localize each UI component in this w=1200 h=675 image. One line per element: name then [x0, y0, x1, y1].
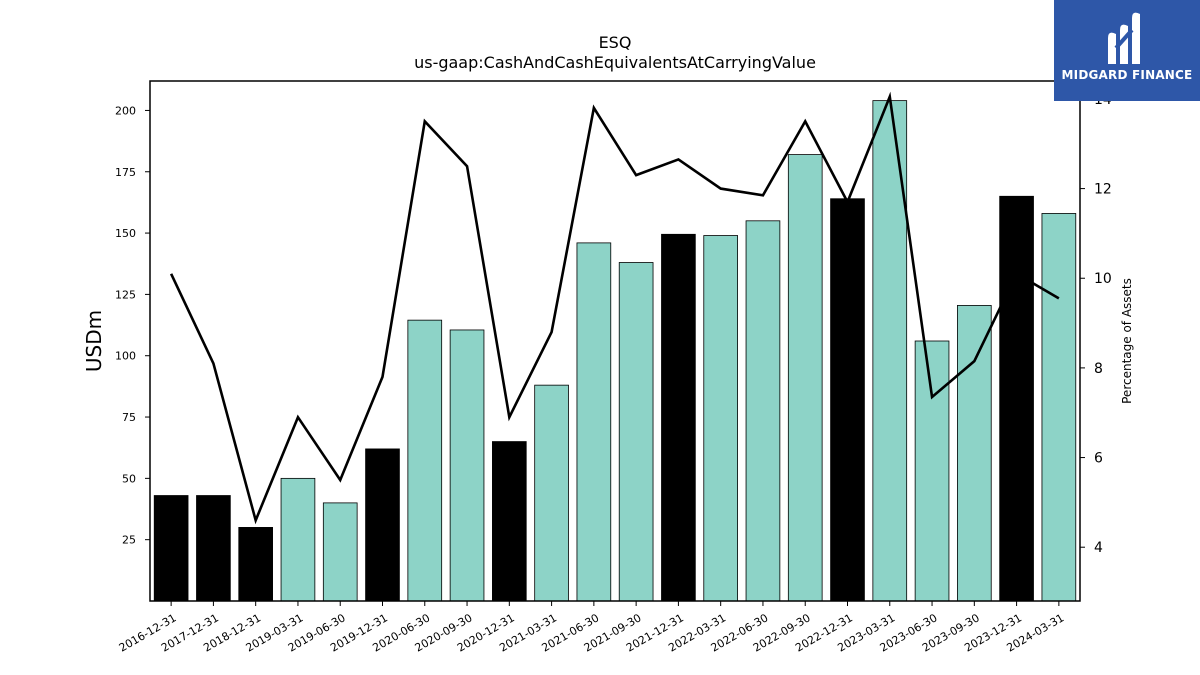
- bar-2019-12-31: [365, 448, 400, 602]
- y-axis-label: USDm: [82, 310, 106, 372]
- bar-2023-06-30: [914, 340, 950, 602]
- plot-frame: [149, 80, 1081, 602]
- bar-2020-06-30: [407, 319, 443, 602]
- bar-2018-12-31: [238, 527, 273, 602]
- y-tick-label: 150: [115, 227, 136, 240]
- bar-2021-12-31: [661, 233, 696, 602]
- bar-2021-06-30: [576, 242, 612, 602]
- y2-tick-label: 6: [1094, 451, 1103, 467]
- y2-tick-label: 10: [1094, 271, 1112, 287]
- y-tick-label: 200: [115, 104, 136, 117]
- bar-2019-03-31: [280, 477, 316, 602]
- bar-2019-06-30: [322, 502, 358, 602]
- bar-2021-03-31: [534, 384, 569, 602]
- midgard-finance-logo: MIDGARD FINANCE: [1054, 0, 1200, 101]
- chart-subtitle: us-gaap:CashAndCashEquivalentsAtCarrying…: [414, 53, 816, 72]
- percentage-line: [169, 91, 1060, 525]
- y-tick-label: 125: [115, 288, 136, 301]
- bar-2022-03-31: [703, 235, 738, 602]
- bar-2024-03-31: [1041, 213, 1077, 602]
- bar-2023-09-30: [957, 305, 992, 602]
- bar-group: [153, 100, 1077, 602]
- y2-tick-label: 12: [1094, 182, 1112, 198]
- chart-title: ESQ: [599, 33, 632, 52]
- logo-mark-icon: [1108, 12, 1140, 65]
- bar-2020-12-31: [492, 441, 527, 602]
- line-group: [169, 91, 1060, 525]
- y2-tick-label: 4: [1094, 540, 1103, 556]
- right-ticks: 468101214: [1080, 92, 1112, 556]
- x-ticks: 2016-12-312017-12-312018-12-312019-03-31…: [117, 601, 1066, 655]
- bar-2020-09-30: [449, 329, 485, 602]
- y-tick-label: 25: [122, 534, 136, 547]
- logo-text: MIDGARD FINANCE: [1061, 68, 1193, 82]
- y-tick-label: 175: [115, 166, 136, 179]
- y-tick-label: 75: [122, 411, 136, 424]
- bar-2017-12-31: [196, 495, 231, 602]
- bar-2022-09-30: [787, 154, 823, 602]
- left-ticks: 25 50 75 100 125 150 175 200: [115, 104, 150, 547]
- y-tick-label: 50: [122, 472, 136, 485]
- bar-2023-12-31: [999, 195, 1034, 602]
- y2-tick-label: 8: [1094, 361, 1103, 377]
- y2-axis-label: Percentage of Assets: [1120, 278, 1134, 404]
- bar-2021-09-30: [618, 262, 654, 602]
- bar-2022-06-30: [745, 220, 781, 602]
- bar-2016-12-31: [153, 495, 189, 602]
- bar-2022-12-31: [830, 198, 865, 602]
- y-tick-label: 100: [115, 350, 136, 363]
